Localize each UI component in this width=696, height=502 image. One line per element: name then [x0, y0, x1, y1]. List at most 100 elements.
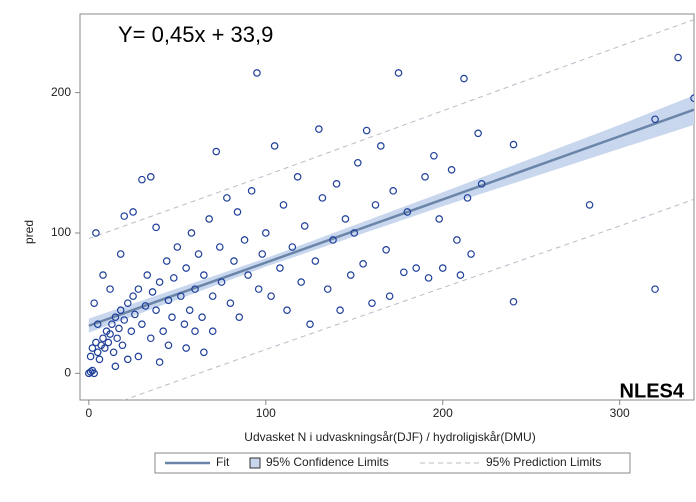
confidence-band [88, 95, 694, 333]
point [230, 257, 238, 265]
point [394, 69, 403, 77]
point [104, 338, 113, 347]
point [244, 271, 252, 279]
point [690, 94, 694, 103]
point [187, 229, 196, 237]
point [120, 316, 129, 324]
point [453, 236, 461, 244]
point [463, 194, 472, 202]
point [109, 348, 118, 357]
point [113, 334, 121, 343]
point [118, 341, 127, 350]
point [146, 334, 155, 343]
point [208, 327, 217, 336]
point [318, 194, 327, 202]
point [467, 250, 475, 258]
point [185, 306, 194, 314]
point [270, 142, 279, 150]
point [674, 53, 682, 62]
point [341, 215, 350, 223]
point [194, 250, 203, 258]
point [311, 257, 320, 265]
point [456, 271, 465, 279]
point [143, 271, 152, 279]
point [138, 320, 146, 329]
point [233, 208, 242, 216]
point [111, 362, 120, 371]
model-label: NLES4 [620, 380, 685, 402]
point [86, 368, 95, 376]
point [240, 236, 249, 244]
point [134, 352, 143, 361]
y-tick-label: 100 [51, 225, 71, 239]
point [138, 175, 146, 184]
point [258, 250, 267, 258]
equation: Y= 0,45x + 33,9 [118, 22, 273, 47]
point [279, 201, 288, 209]
x-tick-label: 0 [86, 406, 93, 420]
point [323, 285, 332, 293]
point [438, 264, 447, 272]
point [215, 243, 224, 251]
point [430, 151, 438, 160]
point [267, 292, 275, 300]
x-axis-label: Udvasket N i udvaskningsår(DJF) / hydrol… [244, 430, 535, 444]
fit-line [88, 108, 694, 327]
point [509, 140, 518, 149]
point [99, 334, 107, 343]
legend-label: 95% Prediction Limits [486, 455, 601, 469]
point [223, 194, 231, 202]
point [173, 243, 182, 251]
point [283, 306, 291, 314]
point [116, 250, 125, 258]
point [329, 236, 337, 244]
point [585, 201, 594, 209]
point [403, 208, 412, 216]
point [509, 297, 518, 306]
point [315, 125, 323, 133]
point [200, 271, 208, 279]
point [332, 180, 341, 188]
point [359, 260, 367, 268]
point [385, 292, 394, 300]
point [169, 274, 178, 282]
point [198, 313, 206, 321]
point [371, 201, 380, 209]
point [191, 327, 199, 336]
point [288, 243, 297, 251]
point [129, 208, 137, 216]
point [226, 299, 235, 307]
point [205, 215, 213, 223]
point [100, 344, 109, 352]
point [155, 358, 164, 366]
prediction-limit [88, 19, 694, 240]
point [152, 223, 160, 232]
point [191, 285, 199, 293]
point [164, 341, 173, 350]
y-axis-label: pred [22, 220, 36, 244]
point [254, 285, 263, 293]
point [276, 264, 284, 272]
point [111, 313, 120, 321]
point [177, 292, 185, 300]
point [412, 264, 420, 272]
point [159, 327, 167, 336]
point [261, 229, 270, 237]
point [146, 173, 155, 181]
point [651, 115, 659, 124]
point [212, 147, 221, 156]
point [253, 69, 261, 77]
legend-label: 95% Confidence Limits [266, 455, 389, 469]
point [95, 355, 104, 364]
point [127, 327, 136, 336]
legend-conf-swatch [249, 457, 261, 469]
point [164, 296, 173, 305]
prediction-limit [122, 198, 694, 400]
point [141, 302, 150, 310]
point [354, 158, 362, 167]
point [123, 299, 132, 307]
point [152, 306, 160, 314]
legend-box [154, 452, 631, 474]
